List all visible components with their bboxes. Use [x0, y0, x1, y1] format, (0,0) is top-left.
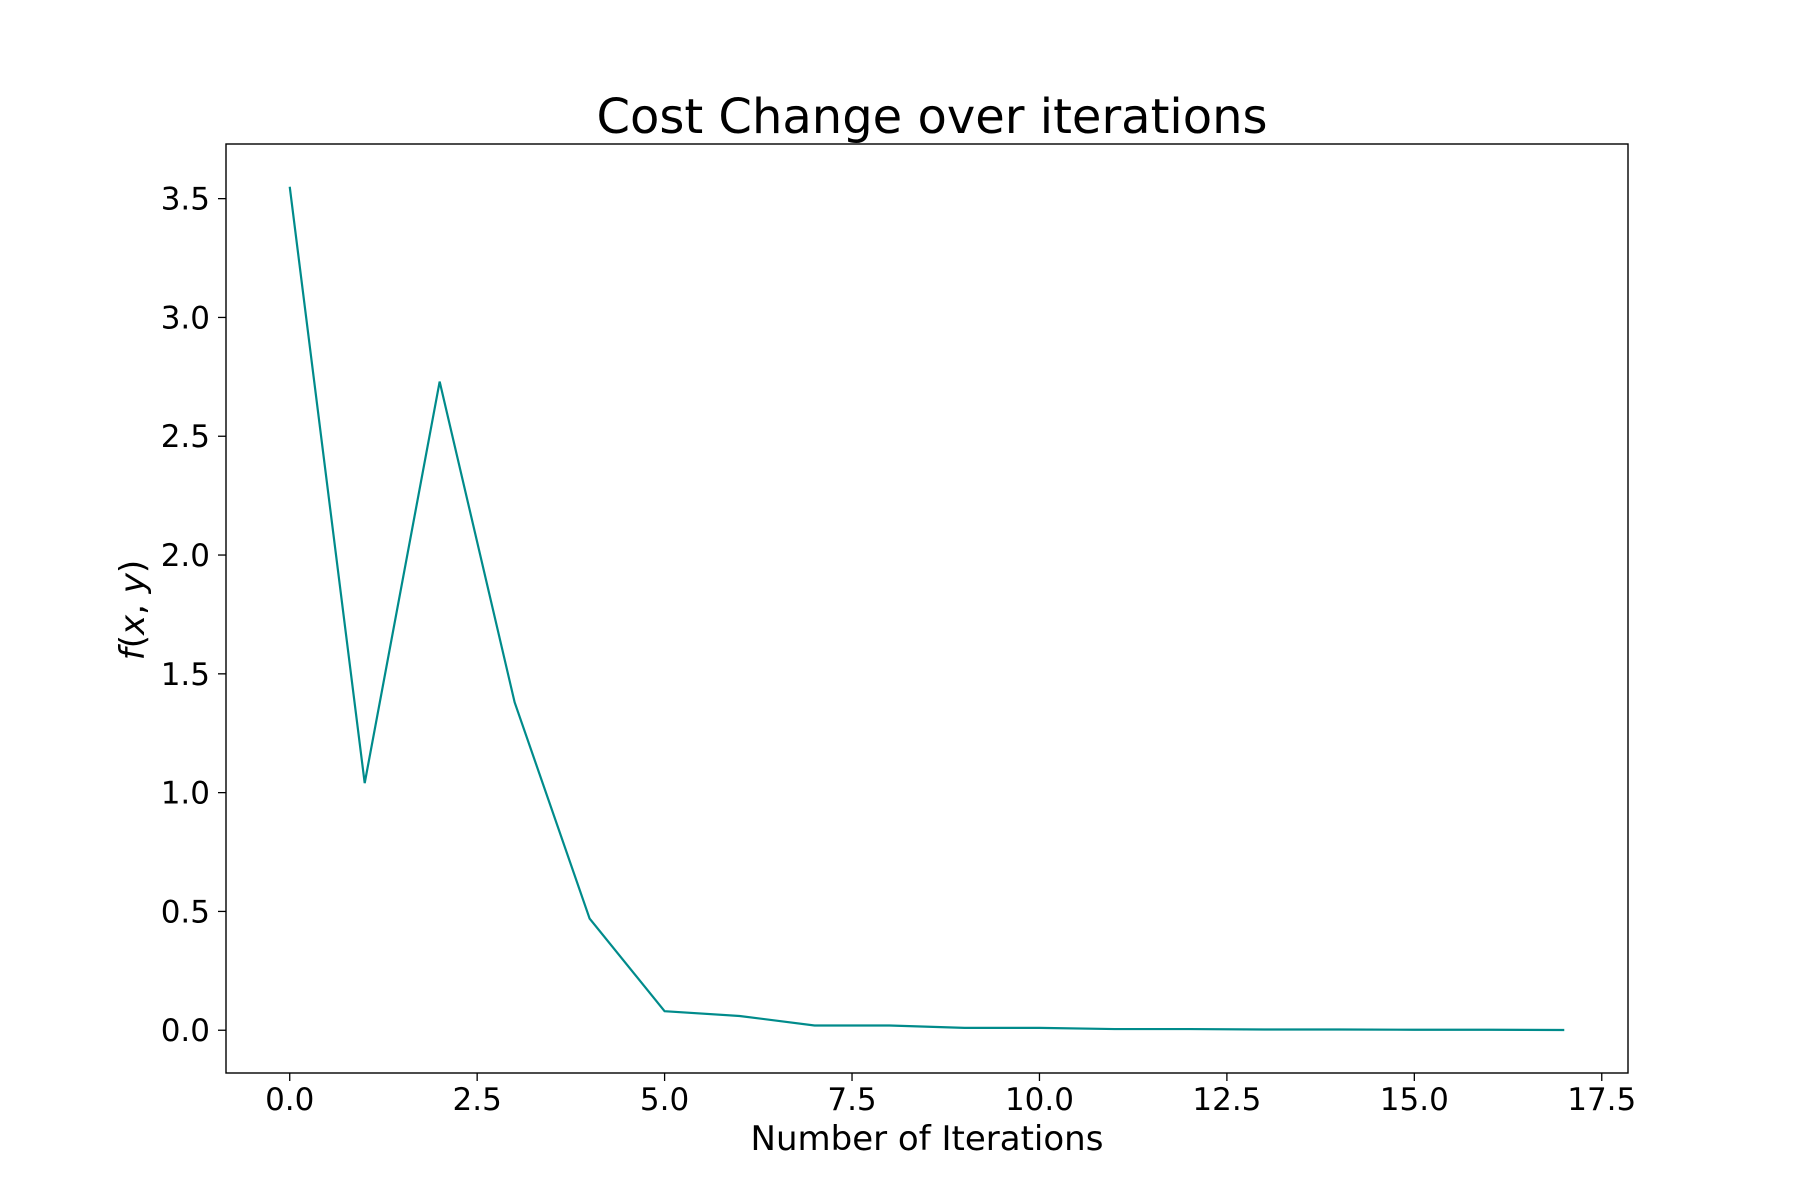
x-tick-label: 10.0	[1005, 1082, 1074, 1118]
y-tick-label: 0.5	[161, 894, 210, 930]
y-tick-label: 2.0	[161, 538, 210, 574]
chart-title: Cost Change over iterations	[596, 89, 1267, 145]
x-tick-label: 12.5	[1192, 1082, 1261, 1118]
x-tick-label: 7.5	[827, 1082, 876, 1118]
y-axis-label-close-paren: )	[113, 560, 153, 573]
y-tick-label: 3.5	[161, 182, 210, 218]
x-tick-label: 0.0	[265, 1082, 314, 1118]
y-axis-label: f(x, y)	[113, 560, 153, 660]
y-axis-label-open-paren: (	[113, 635, 153, 648]
x-tick-label: 15.0	[1380, 1082, 1449, 1118]
plot-frame	[225, 143, 1629, 1074]
y-tick-label: 1.5	[161, 657, 210, 693]
x-axis-label: Number of Iterations	[751, 1119, 1104, 1159]
y-tick-label: 3.0	[161, 300, 210, 336]
y-tick-label: 1.0	[161, 776, 210, 812]
x-tick-label: 17.5	[1567, 1082, 1636, 1118]
x-axis-ticks: 0.0 2.5 5.0 7.5 10.0 12.5 15.0 17.5	[265, 1073, 1636, 1118]
series-line	[288, 186, 1565, 1032]
x-tick-label: 5.0	[640, 1082, 689, 1118]
y-axis-label-comma: ,	[113, 593, 153, 615]
y-axis-label-x: x	[113, 614, 153, 636]
y-tick-label: 2.5	[161, 419, 210, 455]
x-tick-label: 2.5	[453, 1082, 502, 1118]
series-layer	[288, 186, 1565, 1032]
y-axis-label-y: y	[113, 572, 153, 594]
y-tick-label: 0.0	[161, 1013, 210, 1049]
y-axis-ticks: 0.0 0.5 1.0 1.5 2.0 2.5 3.0 3.5	[161, 182, 226, 1049]
